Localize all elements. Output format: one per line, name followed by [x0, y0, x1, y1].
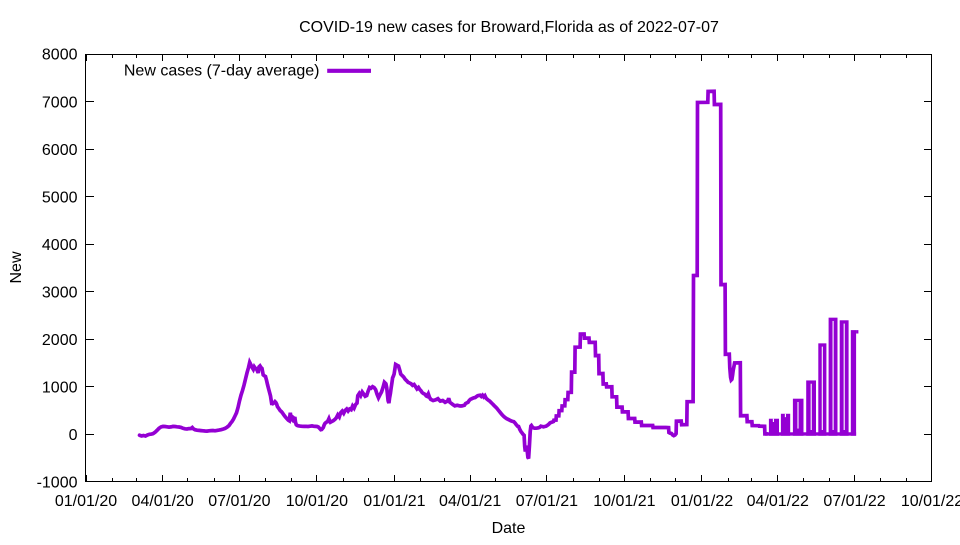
svg-text:8000: 8000 [42, 47, 78, 64]
svg-text:Date: Date [492, 520, 526, 537]
svg-text:10/01/21: 10/01/21 [593, 493, 655, 510]
svg-text:01/01/21: 01/01/21 [363, 493, 425, 510]
svg-text:7000: 7000 [42, 94, 78, 111]
svg-text:2000: 2000 [42, 332, 78, 349]
svg-text:-1000: -1000 [37, 475, 78, 492]
svg-text:1000: 1000 [42, 380, 78, 397]
svg-text:04/01/22: 04/01/22 [747, 493, 809, 510]
svg-text:07/01/22: 07/01/22 [823, 493, 885, 510]
svg-text:04/01/21: 04/01/21 [439, 493, 501, 510]
svg-text:01/01/20: 01/01/20 [55, 493, 117, 510]
svg-text:New: New [8, 251, 25, 283]
svg-text:07/01/21: 07/01/21 [516, 493, 578, 510]
svg-text:0: 0 [69, 427, 78, 444]
svg-text:6000: 6000 [42, 142, 78, 159]
svg-text:New cases (7-day average): New cases (7-day average) [124, 63, 320, 80]
svg-text:4000: 4000 [42, 237, 78, 254]
svg-text:04/01/20: 04/01/20 [132, 493, 194, 510]
svg-text:5000: 5000 [42, 189, 78, 206]
svg-text:3000: 3000 [42, 285, 78, 302]
svg-text:COVID-19 new cases for Broward: COVID-19 new cases for Broward,Florida a… [299, 19, 719, 36]
svg-text:10/01/20: 10/01/20 [286, 493, 348, 510]
svg-text:01/01/22: 01/01/22 [671, 493, 733, 510]
svg-text:10/01/22: 10/01/22 [901, 493, 960, 510]
svg-text:07/01/20: 07/01/20 [208, 493, 270, 510]
